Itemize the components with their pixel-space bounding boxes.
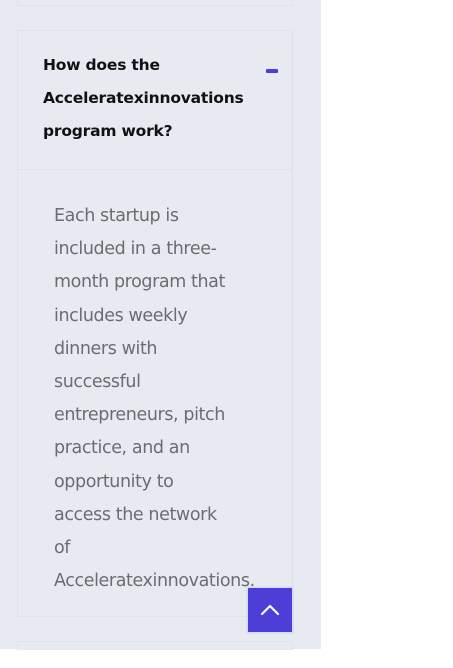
faq-question[interactable]: How does the Acceleratexinnovations prog… — [43, 56, 244, 140]
faq-question-header[interactable]: How does the Acceleratexinnovations prog… — [18, 31, 292, 170]
faq-card-previous[interactable] — [17, 0, 293, 6]
faq-panel: How does the Acceleratexinnovations prog… — [0, 0, 321, 650]
chevron-up-icon — [260, 604, 280, 616]
back-to-top-button[interactable] — [246, 586, 294, 634]
faq-card: How does the Acceleratexinnovations prog… — [17, 30, 293, 617]
faq-answer: Each startup is included in a three-mont… — [54, 206, 255, 592]
minus-icon[interactable] — [266, 69, 278, 73]
faq-card-next[interactable] — [17, 641, 293, 650]
